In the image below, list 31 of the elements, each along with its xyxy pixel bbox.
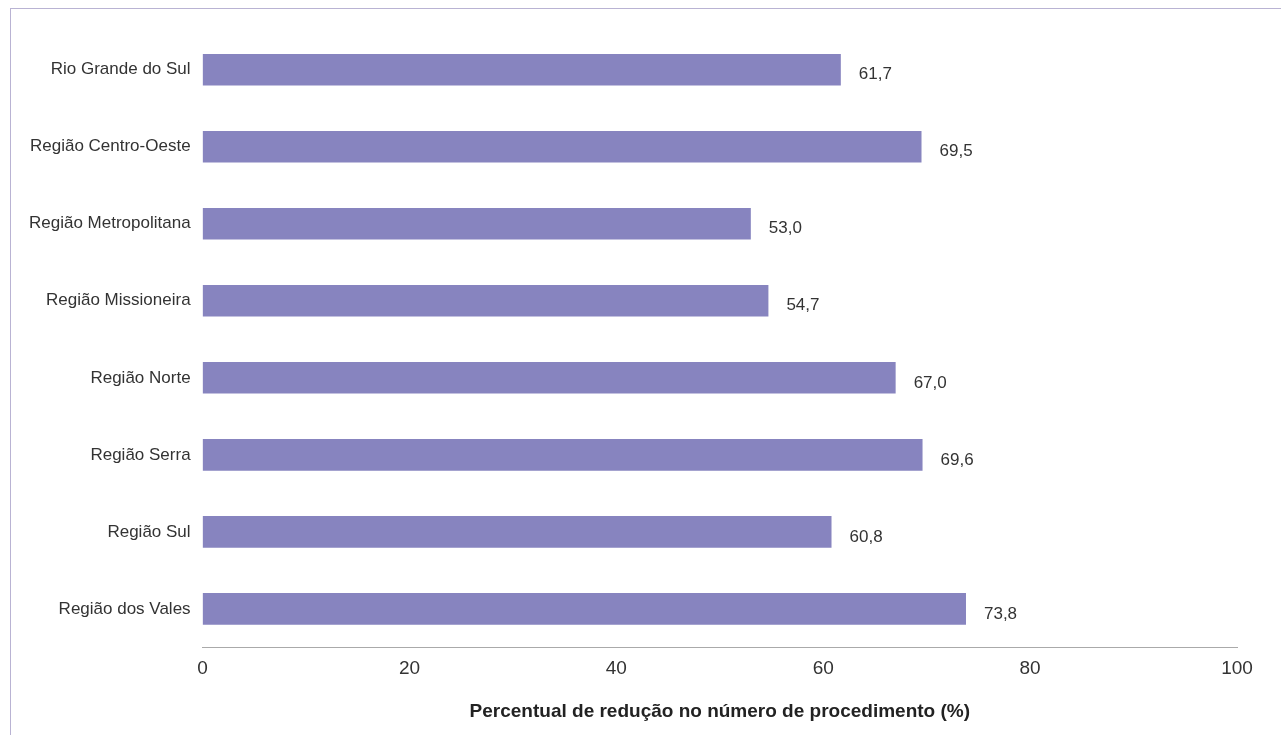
y-tick-label: Região Serra — [90, 444, 192, 464]
x-tick-label: 20 — [398, 657, 421, 679]
y-tick-label: Região Centro-Oeste — [29, 136, 191, 156]
x-tick-label: 0 — [197, 657, 208, 679]
y-tick-label: Região dos Vales — [58, 598, 191, 618]
data-label: 69,6 — [940, 449, 974, 469]
x-tick-label: 60 — [812, 657, 834, 679]
y-tick-label: Região Sul — [107, 521, 191, 541]
x-axis-title: Percentual de redução no número de procedimento (%) — [469, 699, 971, 721]
y-tick-label: Região Norte — [90, 367, 191, 387]
x-tick-label: 100 — [1221, 657, 1253, 679]
y-tick-label: Região Missioneira — [46, 290, 192, 310]
data-label: 53,0 — [768, 218, 802, 238]
bar — [202, 516, 832, 548]
data-label: 69,5 — [939, 141, 973, 161]
data-label: 61,7 — [858, 64, 892, 84]
bar — [202, 439, 923, 471]
bar — [202, 593, 966, 625]
bar — [202, 362, 896, 394]
data-label: 54,7 — [786, 295, 820, 315]
x-tick-label: 40 — [605, 657, 627, 679]
bar — [202, 285, 769, 317]
data-label: 73,8 — [983, 603, 1018, 623]
y-tick-label: Região Metropolitana — [28, 213, 192, 233]
data-label: 60,8 — [849, 526, 883, 546]
data-label: 67,0 — [913, 372, 947, 392]
bar — [202, 53, 841, 86]
y-tick-label: Rio Grande do Sul — [50, 59, 191, 79]
bar — [202, 207, 751, 240]
bar — [202, 130, 922, 163]
x-tick-label: 80 — [1019, 657, 1041, 679]
